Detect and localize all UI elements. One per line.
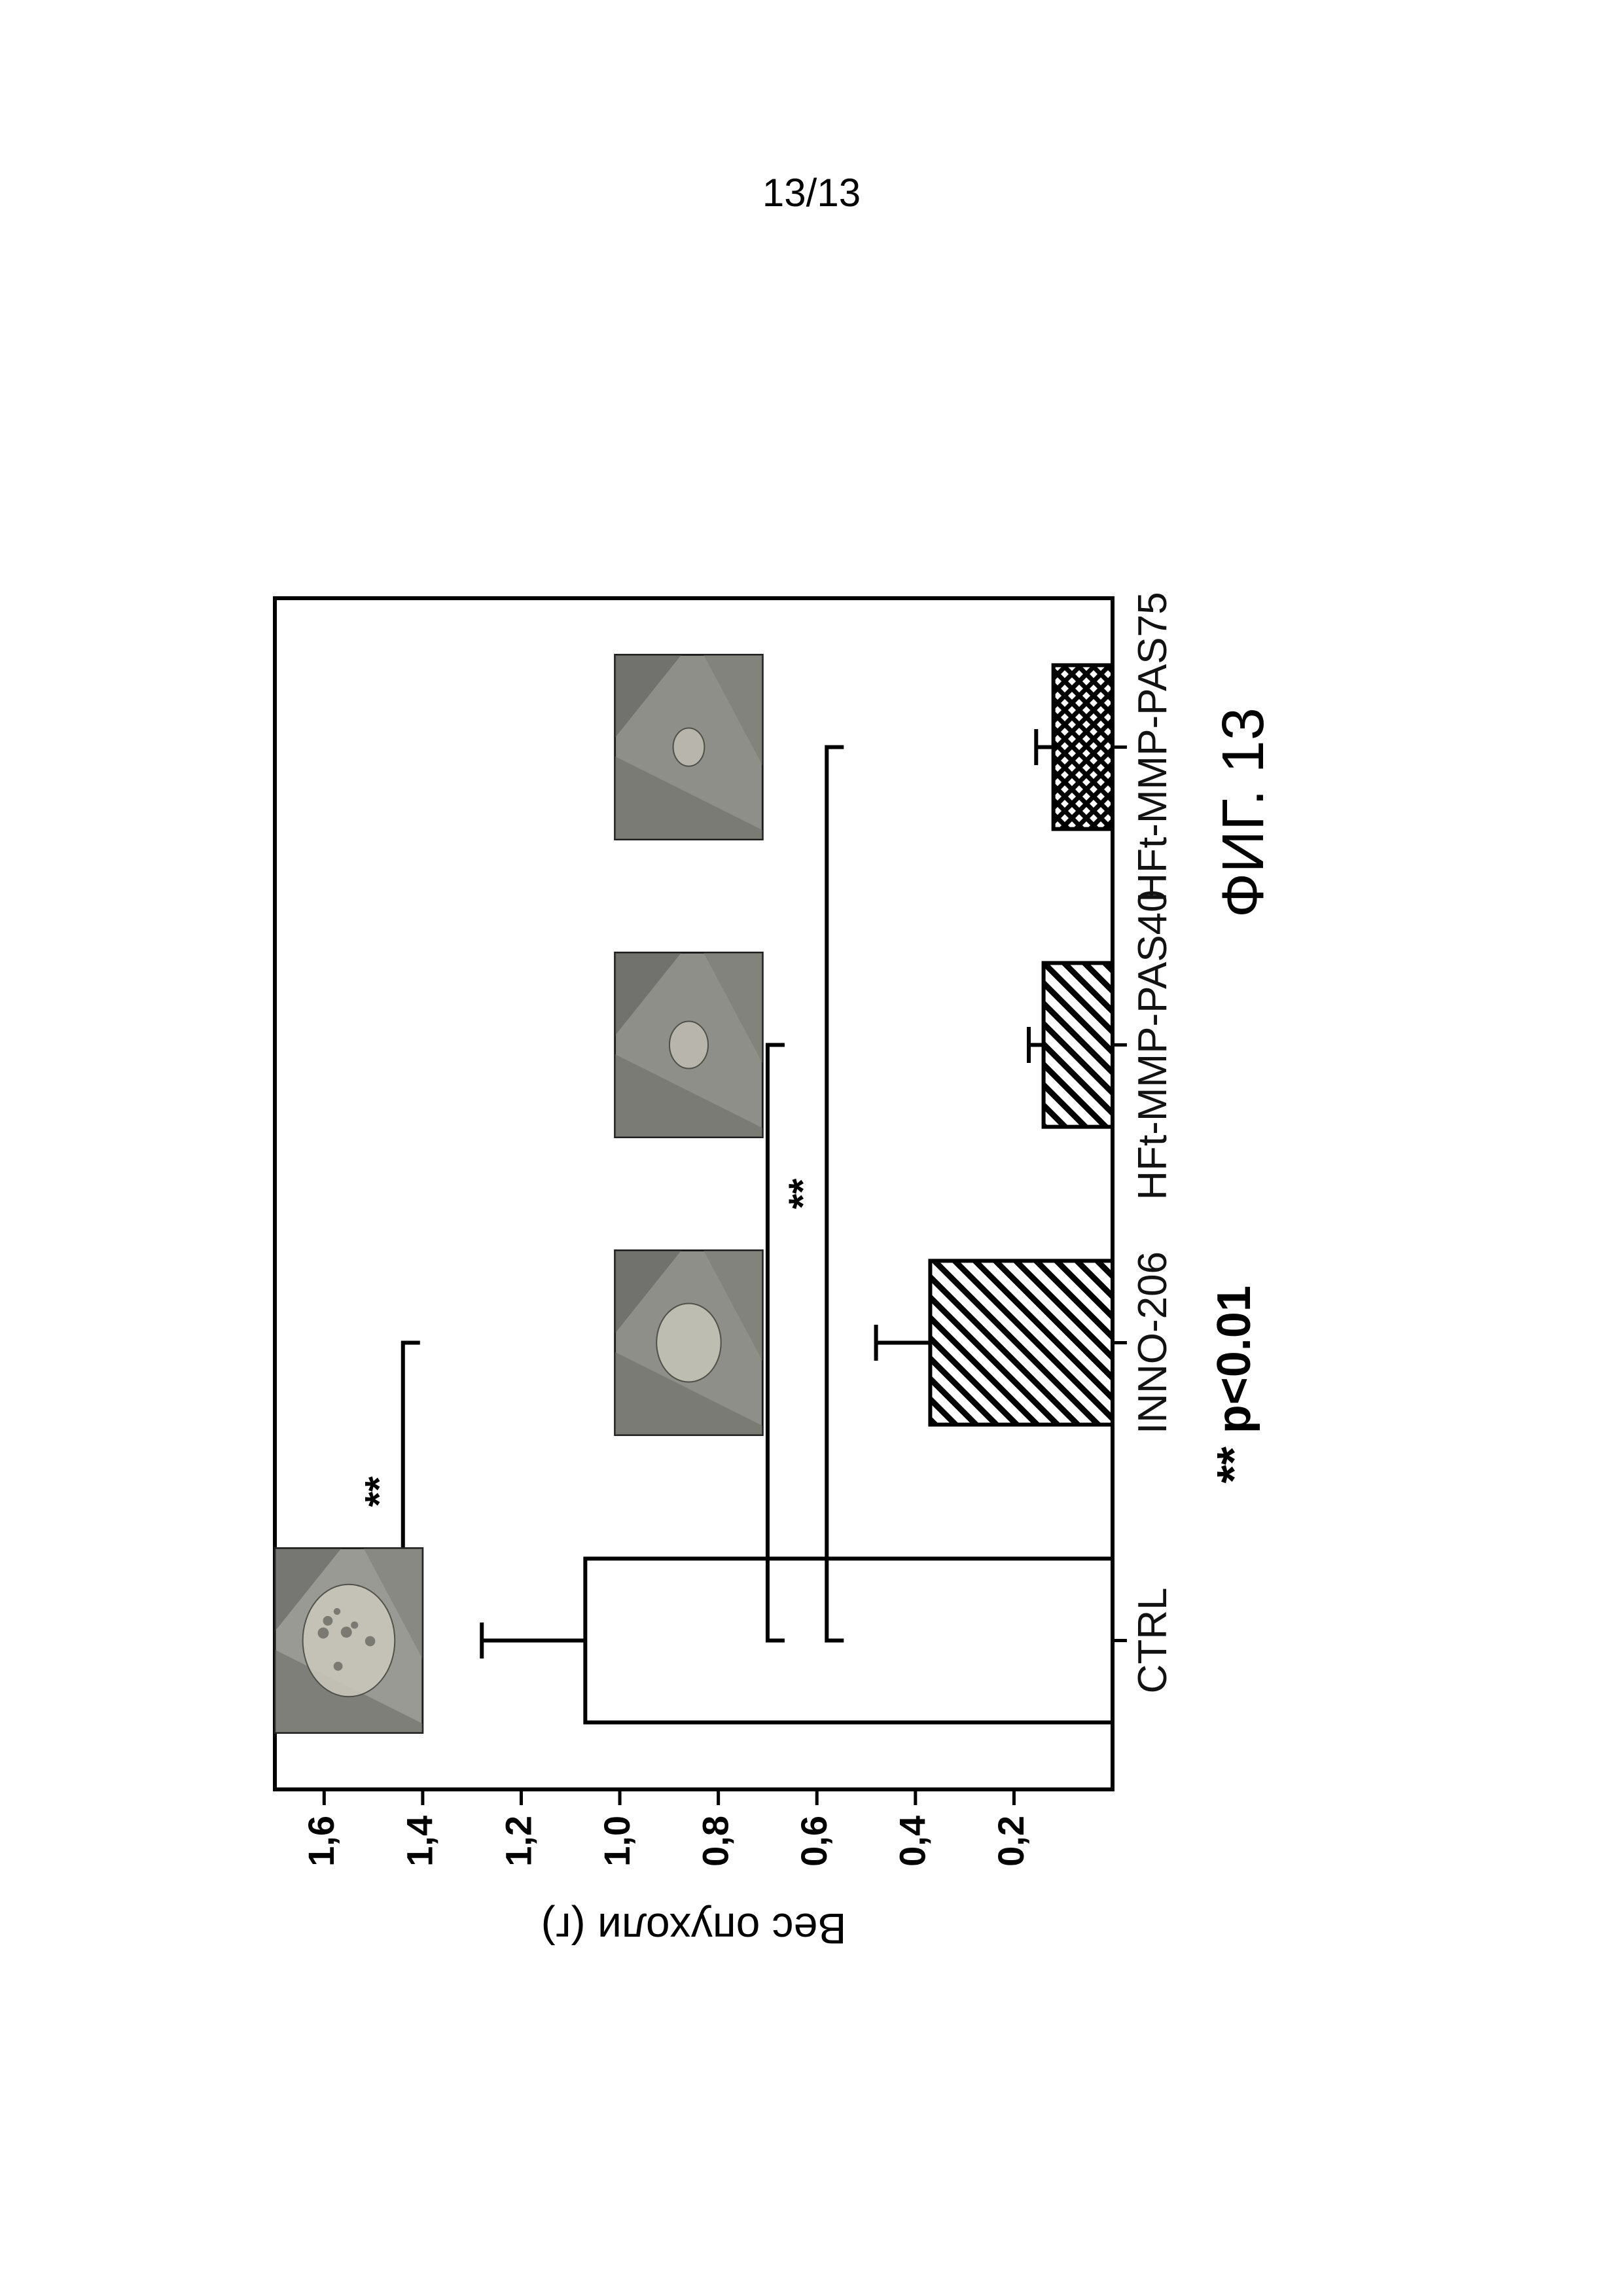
y-axis-title: Вес опухоли (г) (541, 1905, 847, 1953)
inset-photo (615, 1250, 763, 1435)
page-number: 13/13 (0, 170, 1623, 215)
bar (930, 1261, 1113, 1424)
y-tick-label: 0,2 (990, 1816, 1031, 1867)
y-tick-label: 1,6 (300, 1816, 342, 1867)
figure-label: ФИГ. 13 (1211, 708, 1276, 918)
bar (1054, 665, 1113, 829)
category-label: HFt-MMP-PAS40 (1130, 889, 1175, 1200)
inset-photo (275, 1548, 423, 1732)
significance-note: ** p<0.01 (1208, 1285, 1260, 1483)
significance-stars: ** (357, 1476, 401, 1507)
category-label: CTRL (1130, 1588, 1175, 1694)
figure-svg: 0,2 0,4 0,6 0,8 1,0 1,2 1,4 1,6 Вес опухоли (г) C… (223, 297, 1400, 1999)
y-tick-label: 1,2 (497, 1816, 539, 1867)
y-tick-label: 0,8 (694, 1816, 736, 1867)
figure-container: 0,2 0,4 0,6 0,8 1,0 1,2 1,4 1,6 Вес опухоли (г) C… (223, 297, 1400, 1999)
inset-photo (615, 655, 763, 839)
y-tick-label: 1,4 (399, 1816, 440, 1867)
category-label: HFt-MMP-PAS75 (1130, 592, 1175, 902)
bar (1044, 963, 1113, 1126)
category-label: INNO-206 (1130, 1251, 1175, 1434)
significance-stars: ** (781, 1178, 825, 1209)
y-tick-label: 0,6 (793, 1816, 834, 1867)
page: 13/13 0,2 0,4 0,6 0,8 1,0 1,2 1,4 1,6 Вес опухол… (0, 0, 1623, 2296)
y-tick-label: 1,0 (596, 1816, 637, 1867)
bar (585, 1558, 1113, 1722)
y-tick-label: 0,4 (892, 1816, 933, 1867)
inset-photo (615, 952, 763, 1137)
